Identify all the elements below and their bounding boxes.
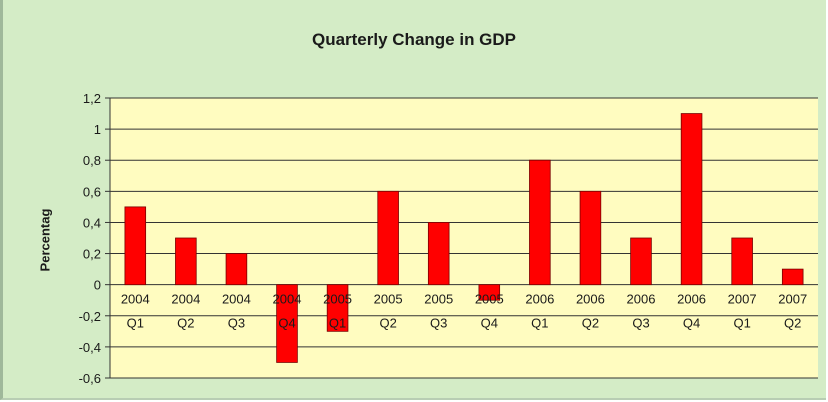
bar (731, 237, 753, 286)
x-tick-quarter: Q3 (228, 316, 245, 331)
y-tick-label: -0,6 (79, 371, 101, 386)
x-tick-quarter: Q2 (582, 316, 599, 331)
x-tick-year: 2006 (525, 292, 554, 307)
bar (377, 190, 399, 286)
plot-area (110, 98, 818, 378)
bar (579, 190, 602, 286)
x-tick-year: 2006 (627, 292, 656, 307)
x-tick-quarter: Q2 (177, 316, 194, 331)
x-tick-quarter: Q1 (531, 316, 548, 331)
x-tick-year: 2007 (728, 292, 757, 307)
x-tick-quarter: Q4 (278, 316, 295, 331)
y-tick-label: 0,8 (83, 153, 101, 168)
bar (427, 222, 450, 286)
x-tick-labels: 2004 Q1 2004 Q2 2004 Q3 2004 Q4 2005 Q1 2005 Q2 2005… (121, 292, 807, 331)
y-tick-label: 0,6 (83, 184, 101, 199)
x-tick-quarter: Q3 (632, 316, 649, 331)
x-tick-quarter: Q1 (127, 316, 144, 331)
x-tick-year: 2005 (475, 292, 504, 307)
y-tick-label: 0,4 (83, 215, 101, 230)
x-tick-quarter: Q1 (733, 316, 750, 331)
bar (276, 284, 298, 363)
y-tick-label: -0,2 (79, 309, 101, 324)
bar (175, 237, 197, 286)
x-tick-quarter: Q2 (784, 316, 801, 331)
bar (781, 268, 804, 286)
x-tick-quarter: Q1 (329, 316, 346, 331)
x-tick-year: 2004 (273, 292, 302, 307)
x-tick-year: 2005 (323, 292, 352, 307)
x-tick-quarter: Q4 (683, 316, 700, 331)
y-tick-label: -0,4 (79, 340, 101, 355)
x-tick-quarter: Q3 (430, 316, 447, 331)
x-tick-year: 2005 (424, 292, 453, 307)
x-tick-year: 2004 (171, 292, 200, 307)
y-tick-labels: -0,6 -0,4 -0,2 0 0,2 0,4 0,6 0,8 1 1,2 (79, 91, 101, 386)
x-tick-year: 2005 (374, 292, 403, 307)
bar (124, 206, 147, 286)
x-tick-year: 2006 (576, 292, 605, 307)
bar (478, 284, 501, 301)
bar (225, 253, 248, 286)
x-tick-year: 2006 (677, 292, 706, 307)
bar (529, 159, 551, 286)
x-tick-year: 2004 (121, 292, 150, 307)
chart-title: Quarterly Change in GDP (311, 30, 517, 49)
x-tick-quarter: Q2 (379, 316, 396, 331)
bar (326, 284, 349, 332)
y-tick-label: 0 (94, 278, 101, 293)
bar (630, 237, 652, 286)
y-tick-label: 1,2 (83, 91, 101, 106)
x-tick-year: 2007 (778, 292, 807, 307)
x-tick-quarter: Q4 (481, 316, 498, 331)
x-tick-year: 2004 (222, 292, 251, 307)
bar (680, 113, 703, 286)
y-tick-label: 1 (94, 122, 101, 137)
y-tick-label: 0,2 (83, 247, 101, 262)
bars (124, 113, 804, 363)
